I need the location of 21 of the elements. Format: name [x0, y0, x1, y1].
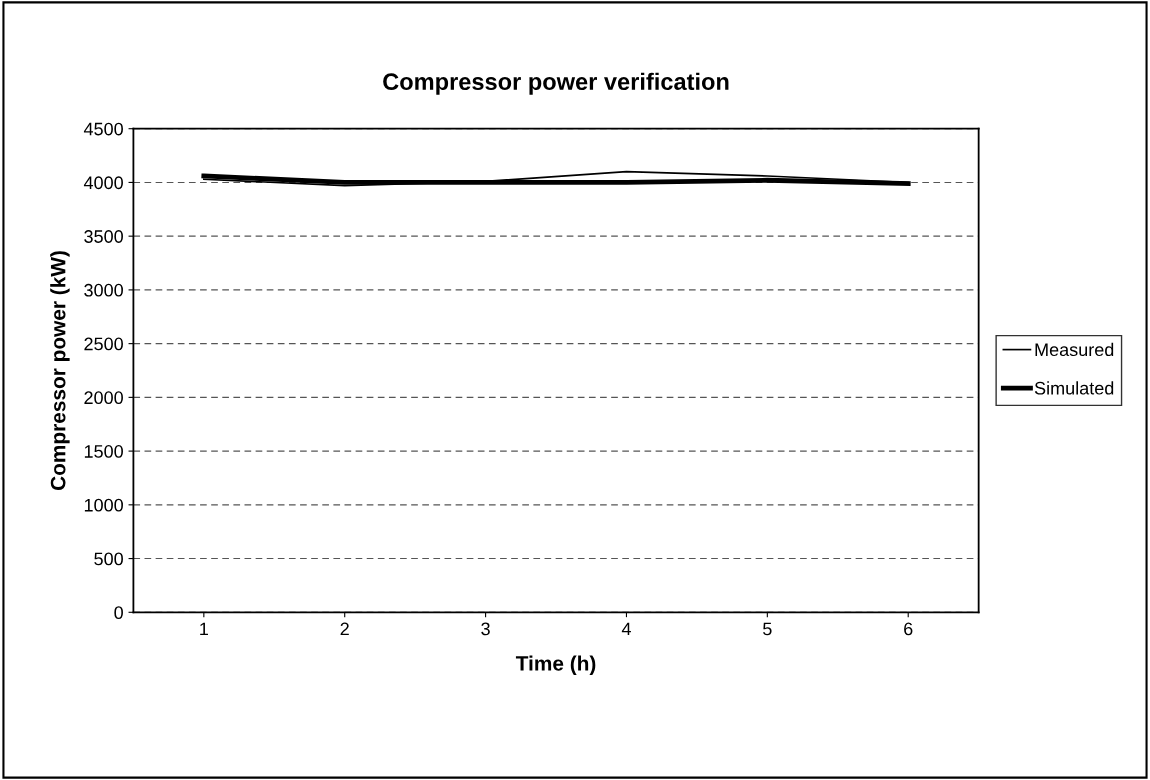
- x-tick-label: 2: [340, 622, 349, 636]
- y-tick-label: 2000: [84, 391, 123, 405]
- y-tick-label: 0: [114, 606, 123, 620]
- x-axis-title: Time (h): [515, 655, 596, 675]
- y-tick-label: 3500: [84, 230, 123, 243]
- y-tick-label: 2500: [84, 337, 123, 351]
- legend-label: Measured: [1035, 342, 1114, 357]
- x-tick-label: 5: [763, 622, 772, 636]
- y-tick-label: 3000: [84, 283, 123, 297]
- y-tick-label: 4000: [83, 176, 123, 190]
- x-tick-label: 1: [200, 622, 208, 636]
- x-tick-label: 3: [481, 622, 490, 636]
- y-tick-label: 500: [94, 552, 123, 566]
- y-axis-title: Compressor power (kW): [50, 251, 70, 491]
- y-tick-label: 1000: [84, 498, 123, 512]
- y-tick-label: 1500: [84, 445, 123, 458]
- y-tick-label: 4500: [83, 122, 123, 136]
- x-tick-label: 4: [621, 622, 631, 636]
- x-tick-label: 6: [904, 622, 913, 636]
- legend-label: Simulated: [1034, 381, 1114, 395]
- chart-title: Compressor power verification: [383, 72, 729, 95]
